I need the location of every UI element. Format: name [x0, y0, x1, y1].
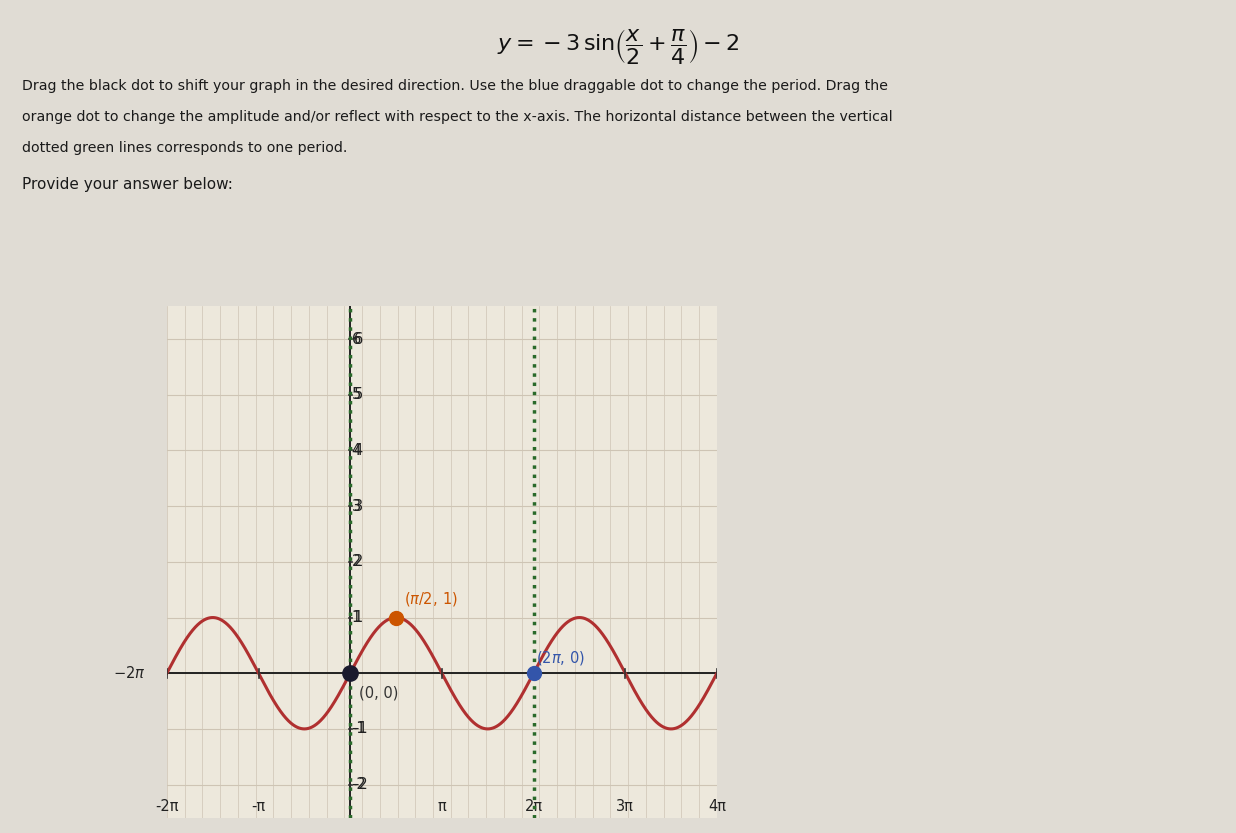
- Text: -2π: -2π: [154, 799, 179, 814]
- Text: dotted green lines corresponds to one period.: dotted green lines corresponds to one pe…: [22, 141, 347, 155]
- Text: orange dot to change the amplitude and/or reflect with respect to the x‑axis. Th: orange dot to change the amplitude and/o…: [22, 110, 892, 124]
- Text: 2π: 2π: [524, 799, 543, 814]
- Text: 4π: 4π: [708, 799, 726, 814]
- Text: -2: -2: [353, 777, 368, 792]
- Text: -1: -1: [353, 721, 368, 736]
- Text: 2: 2: [353, 554, 363, 570]
- Text: $y = -3\,\sin\!\left(\dfrac{x}{2} + \dfrac{\pi}{4}\right) - 2$: $y = -3\,\sin\!\left(\dfrac{x}{2} + \dfr…: [497, 27, 739, 66]
- Text: π: π: [438, 799, 446, 814]
- Text: -2: -2: [352, 777, 366, 792]
- Text: 3: 3: [353, 499, 363, 514]
- Text: 5: 5: [353, 387, 363, 402]
- Text: 5: 5: [352, 387, 361, 402]
- Text: $(2\pi,\,0)$: $(2\pi,\,0)$: [536, 649, 586, 666]
- Text: 6: 6: [353, 332, 363, 347]
- Text: $(\pi/2,\,1)$: $(\pi/2,\,1)$: [404, 590, 459, 607]
- Text: 1: 1: [352, 610, 361, 625]
- Text: 3: 3: [352, 499, 361, 514]
- Text: -π: -π: [251, 799, 266, 814]
- Text: Provide your answer below:: Provide your answer below:: [22, 177, 234, 192]
- Text: $-2\pi$: $-2\pi$: [114, 666, 146, 681]
- Text: 1: 1: [353, 610, 363, 625]
- Text: 4: 4: [352, 443, 361, 458]
- Text: 6: 6: [352, 332, 361, 347]
- Text: -1: -1: [352, 721, 366, 736]
- Text: 3π: 3π: [617, 799, 634, 814]
- Text: 4: 4: [353, 443, 363, 458]
- Text: (0, 0): (0, 0): [358, 686, 398, 701]
- Text: Drag the black dot to shift your graph in the desired direction. Use the blue dr: Drag the black dot to shift your graph i…: [22, 79, 889, 93]
- Text: 2: 2: [352, 554, 361, 570]
